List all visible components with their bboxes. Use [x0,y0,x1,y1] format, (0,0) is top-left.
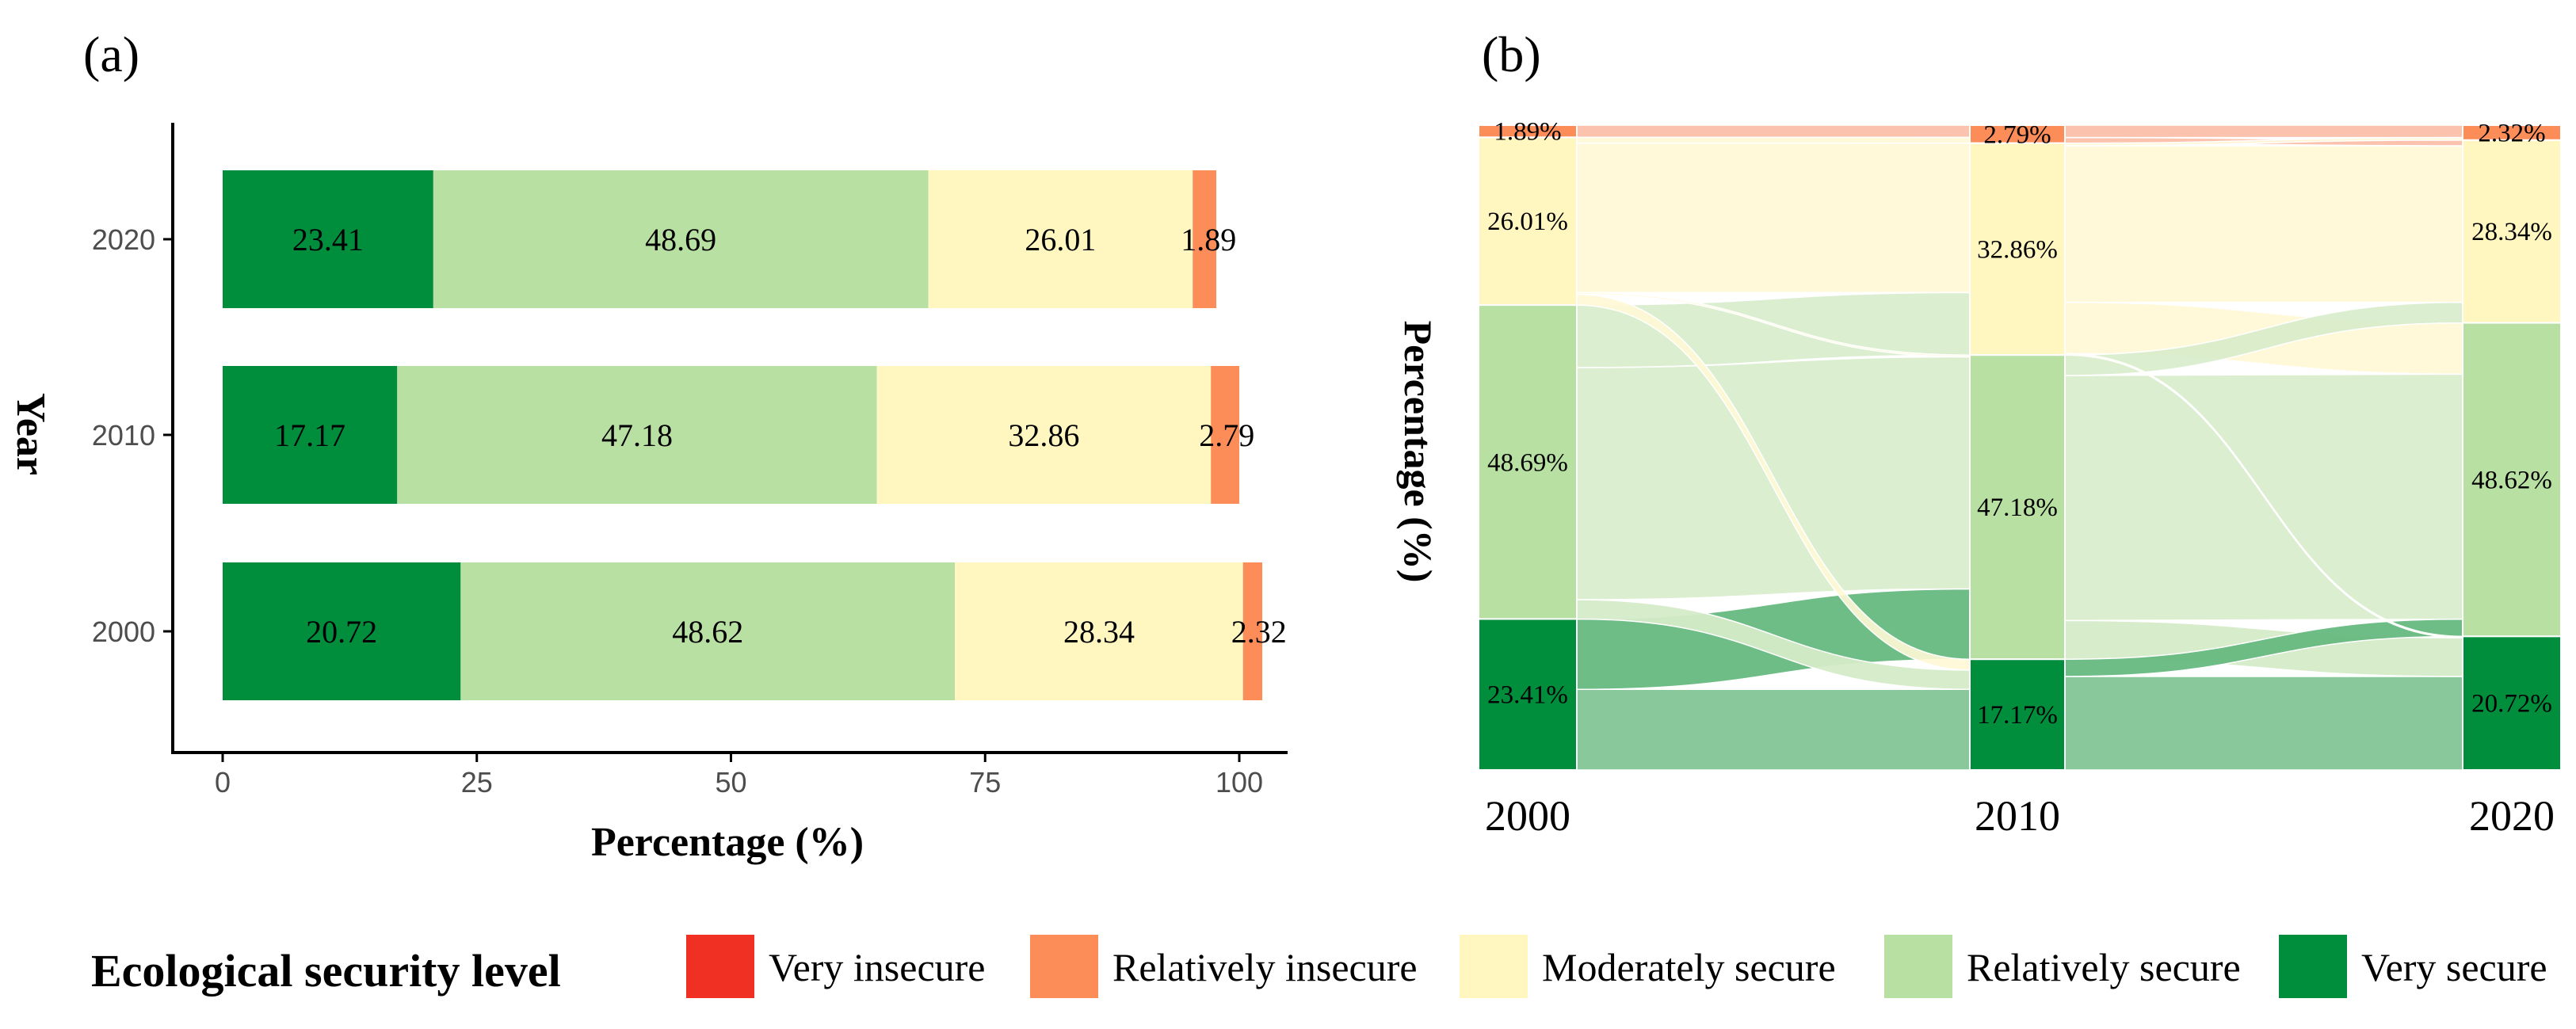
stratum-2000-moderately_secure [1478,136,1578,307]
panel-b-x-label-2000: 2000 [1485,792,1570,840]
bar-label-2020-very_secure: 23.41 [292,222,364,257]
stratum-label-2000-very_secure: 23.41% [1487,681,1568,710]
stratum-2010-relatively_secure [1969,354,2066,661]
bar-label-2010-relatively_secure: 47.18 [601,417,673,453]
stratum-label-2010-very_secure: 17.17% [1977,701,2058,730]
bar-2020-relatively_secure [433,170,929,308]
legend-swatch-relatively_insecure [1030,935,1098,998]
legend-label-relatively_secure: Relatively secure [1967,945,2241,989]
stratum-2020-relatively_secure [2462,322,2562,638]
panel-b-flows [1576,124,2463,771]
x-tick-label-25: 25 [461,766,493,798]
x-tick-label-50: 50 [715,766,746,798]
panel-a-y-axis-title: Year [8,393,53,475]
panel-b-y-axis-title: Percentage (%) [1396,321,1441,583]
legend-label-very_secure: Very secure [2361,945,2547,989]
bar-2010-very_secure [223,366,398,504]
bar-label-2000-relatively_secure: 48.62 [672,614,743,650]
stratum-2020-very_secure [2462,635,2562,771]
y-tick-label-2010: 2010 [92,419,155,452]
stratum-label-2020-very_secure: 20.72% [2471,690,2552,718]
bar-2000-very_secure [223,562,461,700]
stratum-label-2000-relatively_secure: 48.69% [1487,448,1568,477]
bar-label-2000-moderately_secure: 28.34 [1063,614,1135,650]
stratum-2000-very_secure [1478,618,1578,772]
panel-a-bars [223,170,1262,700]
panel-a-y-ticks: 2020 2010 2000 [92,223,173,648]
legend-swatch-moderately_secure [1460,935,1528,998]
panel-b-label: (b) [1482,26,1541,82]
stratum-label-2000-moderately_secure: 26.01% [1487,208,1568,236]
panel-a-label: (a) [83,26,139,82]
bar-2010-relatively_insecure [1211,366,1239,504]
legend-items: Very insecure Relatively insecure Moderate… [686,935,2547,998]
x-tick-label-75: 75 [969,766,1001,798]
bar-2010-relatively_secure [397,366,877,504]
flow-2010-very_secure-to-2020-very_secure [2064,676,2463,771]
stratum-label-2010-relatively_insecure: 2.79% [1983,120,2051,149]
flow-2000-moderately_secure-to-2010-relatively_insecure [1576,136,1971,144]
panel-b-strata [1478,124,2562,772]
bar-2010-moderately_secure [876,366,1212,504]
panel-a-bar-chart: (a) 23.41 48.69 26.01 1.89 17.17 47.18 32.86 2.… [8,26,1288,865]
legend-label-moderately_secure: Moderately secure [1542,945,1836,989]
legend-item-moderately_secure: Moderately secure [1460,935,1836,998]
stratum-2010-moderately_secure [1969,142,2066,356]
flow-2000-very_secure-to-2010-very_secure [1576,688,1971,771]
bar-2020-moderately_secure [928,170,1193,308]
panel-b-strata-labels: 1.89% 26.01% 48.69% 23.41% 2.79% 32.86% 47.18%… [1487,118,2552,730]
legend-swatch-very_insecure [686,935,754,998]
legend-swatch-relatively_secure [1884,935,1952,998]
panel-b-alluvial-chart: (b) 1.89% 26.01% 48.69% 23.41% 2.79% 32.86% 47… [1396,26,2562,840]
legend-item-relatively_secure: Relatively secure [1884,935,2241,998]
bar-label-2010-moderately_secure: 32.86 [1008,417,1079,453]
flow-2000-relatively_insecure-to-2010-relatively_insecure [1576,124,1971,139]
legend-title: Ecological security level [91,945,561,997]
panel-b-x-label-2020: 2020 [2469,792,2555,840]
bar-2020-relatively_insecure [1193,170,1217,308]
stratum-label-2000-relatively_insecure: 1.89% [1494,118,1561,147]
legend-swatch-very_secure [2279,935,2347,998]
bar-2000-relatively_insecure [1242,562,1262,700]
legend-label-very_insecure: Very insecure [769,945,986,989]
legend: Ecological security level Very insecure R… [91,935,2547,998]
stratum-label-2020-relatively_secure: 48.62% [2471,466,2552,494]
bar-label-2010-relatively_insecure: 2.79 [1199,417,1254,453]
bar-2000-relatively_secure [460,562,956,700]
x-tick-label-100: 100 [1215,766,1263,798]
stratum-label-2010-relatively_secure: 47.18% [1977,494,2058,522]
legend-item-relatively_insecure: Relatively insecure [1030,935,1418,998]
x-tick-label-0: 0 [215,766,231,798]
panel-b-x-ticks: 2000 2010 2020 [1485,792,2555,840]
y-tick-label-2020: 2020 [92,223,155,256]
panel-a-x-axis-title: Percentage (%) [591,820,864,865]
bar-label-2020-relatively_insecure: 1.89 [1181,222,1236,257]
stratum-label-2020-moderately_secure: 28.34% [2471,218,2552,246]
legend-label-relatively_insecure: Relatively insecure [1112,945,1418,989]
bar-2020-very_secure [223,170,433,308]
flow-2010-moderately_secure-to-2020-moderately_secure [2064,145,2463,303]
bar-2000-moderately_secure [955,562,1243,700]
y-tick-label-2000: 2000 [92,615,155,648]
bar-label-2020-relatively_secure: 48.69 [645,222,716,257]
flow-2000-moderately_secure-to-2010-moderately_secure [1576,142,1971,294]
legend-item-very_secure: Very secure [2279,935,2547,998]
panel-a-x-ticks: 0 25 50 75 100 [215,753,1263,798]
legend-item-very_insecure: Very insecure [686,935,986,998]
stratum-2010-very_secure [1969,658,2066,771]
bar-label-2000-very_secure: 20.72 [306,614,377,650]
bar-label-2010-very_secure: 17.17 [274,417,345,453]
stratum-label-2010-moderately_secure: 32.86% [1977,235,2058,264]
bar-label-2000-relatively_insecure: 2.32 [1231,614,1287,650]
flow-2000-relatively_secure-to-2010-moderately_secure [1576,292,1971,368]
stratum-label-2020-relatively_insecure: 2.32% [2478,119,2545,147]
bar-label-2020-moderately_secure: 26.01 [1025,222,1096,257]
stratum-2020-moderately_secure [2462,139,2562,324]
panel-b-x-label-2010: 2010 [1975,792,2060,840]
flow-2010-relatively_insecure-to-2020-relatively_insecure [2064,124,2463,139]
panel-a-bar-labels: 23.41 48.69 26.01 1.89 17.17 47.18 32.86 2.79 20… [274,222,1287,650]
stratum-2000-relatively_secure [1478,304,1578,620]
